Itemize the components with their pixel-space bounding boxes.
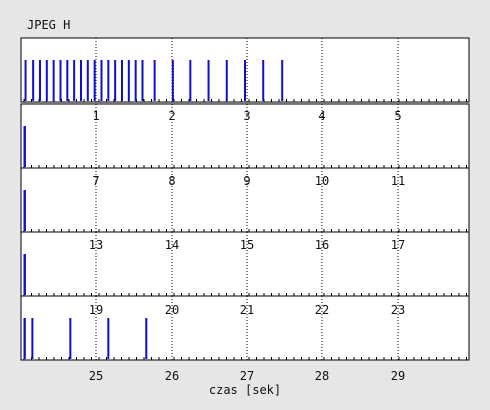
x-tick-label: 28 — [315, 369, 329, 383]
row-time-label: 3 — [243, 109, 250, 123]
row-time-label: 7 — [92, 174, 99, 188]
row-time-label: 20 — [165, 303, 179, 317]
row-time-label: 15 — [240, 238, 254, 252]
x-tick-label: 26 — [165, 369, 179, 383]
row-time-label: 2 — [168, 109, 175, 123]
row-time-label: 21 — [240, 303, 254, 317]
row-time-label: 4 — [318, 109, 325, 123]
row-time-label: 9 — [243, 174, 250, 188]
chart-title: JPEG H — [27, 18, 71, 32]
row-time-label: 11 — [391, 174, 405, 188]
row-time-label: 1 — [92, 109, 99, 123]
row-time-label: 5 — [394, 109, 401, 123]
row-time-label: 19 — [89, 303, 103, 317]
x-tick-label: 25 — [89, 369, 103, 383]
row-time-label: 13 — [89, 238, 103, 252]
row-panel — [20, 167, 470, 233]
row-panel — [20, 231, 470, 297]
x-axis-label: czas [sek] — [208, 383, 282, 397]
row-time-label: 16 — [315, 238, 329, 252]
row-time-label: 10 — [315, 174, 329, 188]
x-tick-label: 27 — [240, 369, 254, 383]
row-time-label: 8 — [168, 174, 175, 188]
row-panel — [20, 295, 470, 361]
row-time-label: 17 — [391, 238, 405, 252]
row-time-label: 22 — [315, 303, 329, 317]
row-panel — [20, 103, 470, 169]
row-time-label: 14 — [165, 238, 179, 252]
row-time-label: 23 — [391, 303, 405, 317]
x-tick-label: 29 — [391, 369, 405, 383]
